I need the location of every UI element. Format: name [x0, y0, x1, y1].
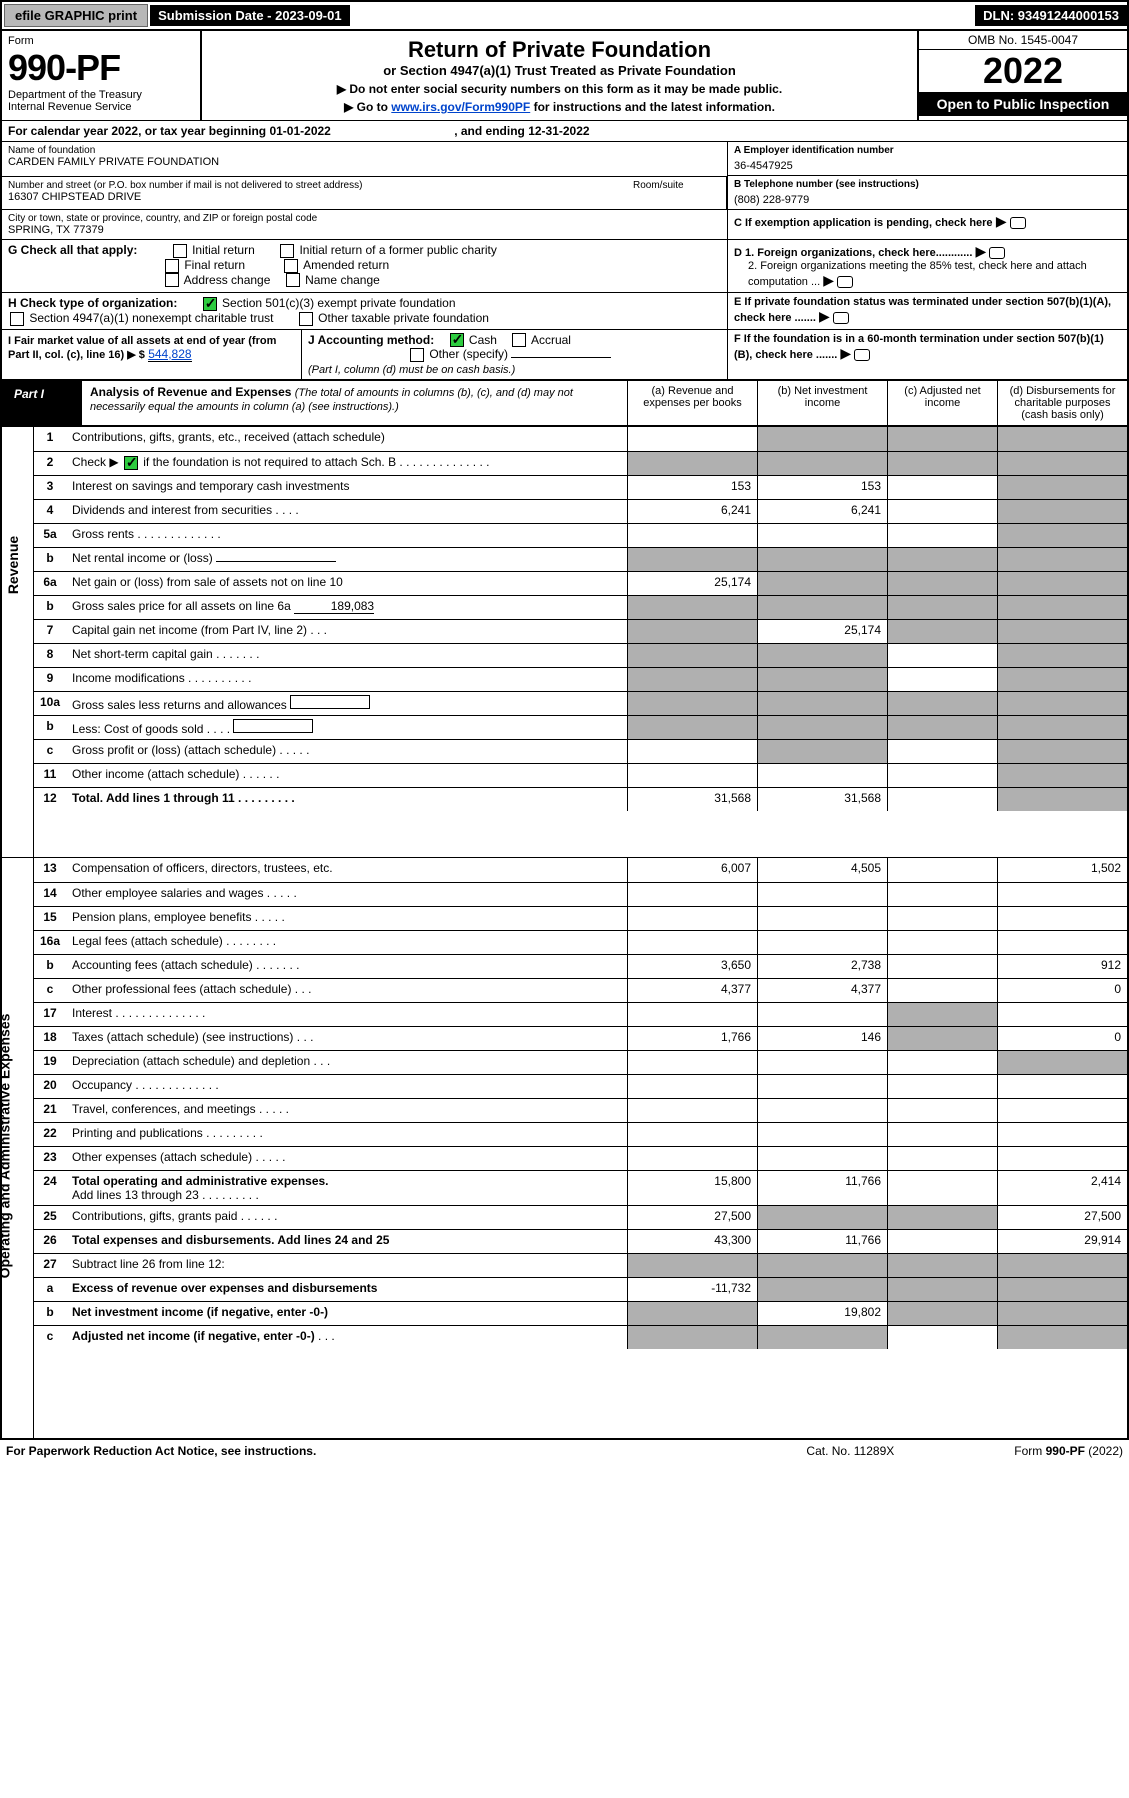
- amended-return-checkbox[interactable]: [284, 259, 298, 273]
- final-return-checkbox[interactable]: [165, 259, 179, 273]
- h-e-row: H Check type of organization: Section 50…: [0, 293, 1129, 330]
- j-label: J Accounting method:: [308, 333, 434, 347]
- expenses-side-label: Operating and Administrative Expenses: [0, 1014, 12, 1279]
- city-label: City or town, state or province, country…: [8, 213, 721, 224]
- part1-title: Analysis of Revenue and Expenses: [90, 385, 291, 399]
- form-subtitle: or Section 4947(a)(1) Trust Treated as P…: [208, 63, 911, 78]
- f-checkbox[interactable]: [854, 349, 870, 361]
- part1-tab: Part I: [2, 381, 82, 425]
- form990pf-link[interactable]: www.irs.gov/Form990PF: [391, 100, 530, 114]
- i-j-f-row: I Fair market value of all assets at end…: [0, 330, 1129, 382]
- tax-year: 2022: [919, 50, 1127, 92]
- footer: For Paperwork Reduction Act Notice, see …: [0, 1440, 1129, 1462]
- col-d-header: (d) Disbursements for charitable purpose…: [997, 381, 1127, 425]
- name-change-checkbox[interactable]: [286, 273, 300, 287]
- g-d-row: G Check all that apply: Initial return I…: [0, 240, 1129, 293]
- foundation-name: CARDEN FAMILY PRIVATE FOUNDATION: [8, 156, 721, 168]
- ein-label: A Employer identification number: [734, 145, 1121, 156]
- ein-value: 36-4547925: [734, 160, 1121, 172]
- h-label: H Check type of organization:: [8, 296, 177, 310]
- cash-checkbox[interactable]: [450, 333, 464, 347]
- col-a-header: (a) Revenue and expenses per books: [627, 381, 757, 425]
- e-checkbox[interactable]: [833, 312, 849, 324]
- d2-checkbox[interactable]: [837, 276, 853, 288]
- city-value: SPRING, TX 77379: [8, 224, 721, 236]
- schb-checkbox[interactable]: [124, 456, 138, 470]
- irs-label: Internal Revenue Service: [8, 101, 194, 113]
- submission-date-label: Submission Date - 2023-09-01: [150, 5, 350, 26]
- instr-1: ▶ Do not enter social security numbers o…: [208, 82, 911, 96]
- i-label: I Fair market value of all assets at end…: [8, 335, 276, 361]
- d1-label: D 1. Foreign organizations, check here..…: [734, 247, 972, 259]
- omb-label: OMB No. 1545-0047: [919, 31, 1127, 50]
- other-taxable-checkbox[interactable]: [299, 312, 313, 326]
- j-note: (Part I, column (d) must be on cash basi…: [308, 364, 515, 376]
- phone-label: B Telephone number (see instructions): [734, 179, 1121, 190]
- address-change-checkbox[interactable]: [165, 273, 179, 287]
- e-label: E If private foundation status was termi…: [734, 296, 1111, 324]
- open-public-label: Open to Public Inspection: [919, 92, 1127, 116]
- f-label: F If the foundation is in a 60-month ter…: [734, 333, 1104, 361]
- footer-mid: Cat. No. 11289X: [806, 1444, 894, 1458]
- other-method-checkbox[interactable]: [410, 348, 424, 362]
- name-ein-row: Name of foundation CARDEN FAMILY PRIVATE…: [0, 142, 1129, 176]
- initial-return-checkbox[interactable]: [173, 244, 187, 258]
- revenue-side-label: Revenue: [5, 536, 21, 594]
- arrow-icon: ▶: [996, 213, 1007, 229]
- city-c-row: City or town, state or province, country…: [0, 210, 1129, 240]
- dln-label: DLN: 93491244000153: [975, 5, 1127, 26]
- form-title: Return of Private Foundation: [208, 37, 911, 63]
- form-label: Form: [8, 35, 194, 47]
- room-label: Room/suite: [633, 180, 720, 191]
- col-b-header: (b) Net investment income: [757, 381, 887, 425]
- phone-value: (808) 228-9779: [734, 194, 1121, 206]
- name-label: Name of foundation: [8, 145, 721, 156]
- dept-label: Department of the Treasury: [8, 89, 194, 101]
- toolbar: efile GRAPHIC print Submission Date - 20…: [0, 0, 1129, 31]
- form-number: 990-PF: [8, 47, 194, 89]
- footer-left: For Paperwork Reduction Act Notice, see …: [6, 1444, 316, 1458]
- part1-header: Part I Analysis of Revenue and Expenses …: [0, 381, 1129, 427]
- fmv-link[interactable]: 544,828: [148, 347, 191, 362]
- col-c-header: (c) Adjusted net income: [887, 381, 997, 425]
- accrual-checkbox[interactable]: [512, 333, 526, 347]
- part1-table: Revenue 1Contributions, gifts, grants, e…: [0, 427, 1129, 1440]
- instr-2: ▶ Go to www.irs.gov/Form990PF for instru…: [208, 100, 911, 114]
- d1-checkbox[interactable]: [989, 247, 1005, 259]
- address-phone-row: Number and street (or P.O. box number if…: [0, 176, 1129, 210]
- 4947-checkbox[interactable]: [10, 312, 24, 326]
- d2-label: 2. Foreign organizations meeting the 85%…: [748, 260, 1087, 288]
- c-checkbox[interactable]: [1010, 217, 1026, 229]
- efile-print-button[interactable]: efile GRAPHIC print: [4, 4, 148, 27]
- initial-former-checkbox[interactable]: [280, 244, 294, 258]
- footer-right: Form 990-PF (2022): [1014, 1444, 1123, 1458]
- calendar-year-row: For calendar year 2022, or tax year begi…: [0, 121, 1129, 142]
- street-label: Number and street (or P.O. box number if…: [8, 180, 621, 191]
- form-header: Form 990-PF Department of the Treasury I…: [0, 31, 1129, 121]
- c-label: C If exemption application is pending, c…: [734, 217, 993, 229]
- g-label: G Check all that apply:: [8, 243, 137, 257]
- 501c3-checkbox[interactable]: [203, 297, 217, 311]
- street-value: 16307 CHIPSTEAD DRIVE: [8, 191, 621, 203]
